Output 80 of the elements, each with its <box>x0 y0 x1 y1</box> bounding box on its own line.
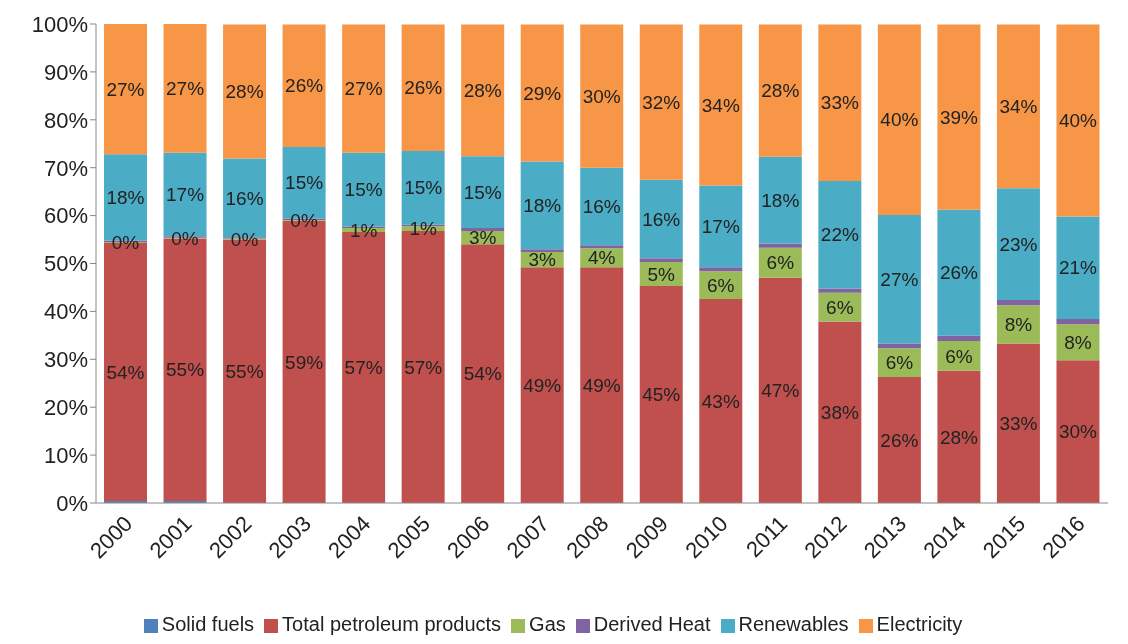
data-label: 16% <box>642 208 681 230</box>
y-tick-label: 10% <box>43 442 88 468</box>
legend-label: Total petroleum products <box>282 613 502 635</box>
legend-label: Renewables <box>738 613 849 635</box>
data-label: 6% <box>707 274 735 296</box>
legend-label: Derived Heat <box>593 613 711 635</box>
data-label: 32% <box>642 91 681 113</box>
data-label: 26% <box>285 75 324 97</box>
data-label: 15% <box>463 181 502 203</box>
data-label: 28% <box>761 80 800 102</box>
data-label: 34% <box>701 94 740 116</box>
data-label: 30% <box>1058 421 1098 443</box>
data-label: 18% <box>761 189 800 211</box>
data-label: 43% <box>701 390 740 412</box>
data-label: 54% <box>106 361 145 383</box>
data-label: 47% <box>761 380 800 402</box>
data-label: 59% <box>285 351 324 373</box>
y-tick-label: 0% <box>56 490 88 516</box>
data-label: 29% <box>523 82 562 104</box>
data-label: 30% <box>582 85 621 107</box>
data-label: 22% <box>820 224 859 246</box>
data-label: 15% <box>344 179 383 201</box>
data-label: 57% <box>344 357 383 379</box>
data-label: 28% <box>463 79 502 101</box>
data-label: 23% <box>999 233 1038 255</box>
data-label: 8% <box>1004 313 1033 335</box>
data-label: 49% <box>523 374 562 396</box>
data-label: 55% <box>166 359 205 381</box>
data-label: 6% <box>766 252 795 274</box>
data-label: 17% <box>701 216 740 238</box>
data-label: 3% <box>468 227 497 249</box>
data-label: 28% <box>939 426 979 448</box>
y-tick-label: 20% <box>43 395 88 421</box>
y-tick-label: 90% <box>43 59 88 85</box>
legend-label: Gas <box>529 613 566 635</box>
data-label: 26% <box>404 77 443 99</box>
data-label: 15% <box>285 172 324 194</box>
y-tick-label: 30% <box>43 347 88 373</box>
data-label: 40% <box>1058 110 1098 132</box>
y-tick-label: 50% <box>43 251 88 277</box>
data-label: 45% <box>642 384 681 406</box>
data-label: 27% <box>166 78 205 100</box>
data-label: 55% <box>225 360 264 382</box>
data-label: 17% <box>166 184 205 206</box>
y-tick-label: 100% <box>31 11 88 37</box>
data-label: 18% <box>106 187 145 209</box>
y-tick-label: 60% <box>43 203 88 229</box>
data-label: 6% <box>826 296 854 318</box>
data-label: 21% <box>1058 257 1098 279</box>
y-tick-label: 70% <box>43 155 88 181</box>
data-label: 26% <box>939 262 979 284</box>
data-label: 6% <box>885 352 914 374</box>
data-label: 33% <box>820 92 859 114</box>
data-label: 3% <box>528 249 557 271</box>
data-label: 16% <box>225 187 264 209</box>
data-label: 0% <box>111 232 140 254</box>
data-label: 8% <box>1064 331 1092 353</box>
data-label: 57% <box>404 356 443 378</box>
data-label: 27% <box>344 78 383 100</box>
data-label: 39% <box>939 106 979 128</box>
data-label: 40% <box>880 109 919 131</box>
data-label: 16% <box>582 196 621 218</box>
data-label: 4% <box>588 247 616 269</box>
data-label: 26% <box>880 429 919 451</box>
legend-label: Solid fuels <box>161 613 255 635</box>
data-label: 33% <box>999 412 1038 434</box>
data-label: 28% <box>225 81 264 103</box>
data-label: 34% <box>999 96 1038 118</box>
legend-label: Electricity <box>876 613 963 635</box>
data-label: 49% <box>582 374 621 396</box>
data-label: 38% <box>820 401 859 423</box>
data-label: 6% <box>945 345 973 367</box>
data-label: 5% <box>647 263 676 285</box>
y-tick-label: 40% <box>43 299 88 325</box>
data-label: 27% <box>880 268 919 290</box>
data-label: 54% <box>463 363 502 385</box>
data-label: 27% <box>106 78 145 100</box>
data-label: 15% <box>404 177 443 199</box>
y-tick-label: 80% <box>43 107 88 133</box>
data-label: 18% <box>523 194 562 216</box>
